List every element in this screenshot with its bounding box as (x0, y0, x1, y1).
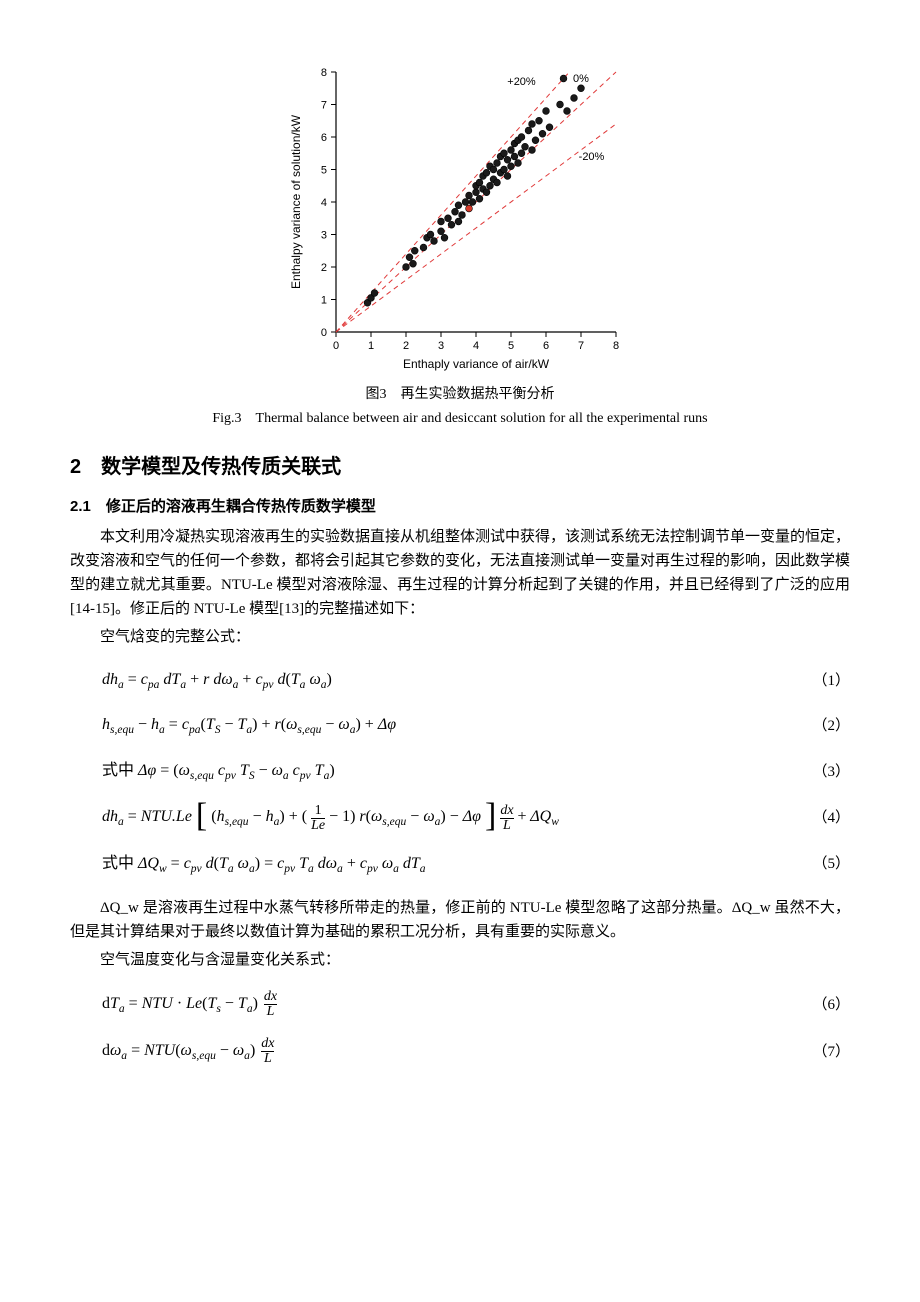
eq2-num: （2） (790, 714, 850, 738)
eq3-num: （3） (790, 760, 850, 784)
svg-text:5: 5 (508, 340, 514, 352)
eq1-num: （1） (790, 669, 850, 693)
equation-3: 式中 Δφ = (ωs,equ cpv TS − ωa cpv Ta) （3） (70, 758, 850, 786)
eq1-formula: dha = cpa dTa + r dωa + cpv d(Ta ωa) (70, 667, 790, 695)
eq5-formula: 式中 ΔQw = cpv d(Ta ωa) = cpv Ta dωa + cpv… (70, 851, 790, 879)
svg-text:0: 0 (321, 327, 327, 339)
equation-2: hs,equ − ha = cpa(TS − Ta) + r(ωs,equ − … (70, 712, 850, 740)
equation-4: dha = NTU.Le [ (hs,equ − ha) + ( 1 Le − … (70, 804, 850, 833)
svg-text:2: 2 (403, 340, 409, 352)
eq3-formula: 式中 Δφ = (ωs,equ cpv TS − ωa cpv Ta) (70, 758, 790, 786)
paragraph-2: 空气焓变的完整公式： (70, 625, 850, 649)
svg-text:+20%: +20% (507, 76, 536, 88)
equation-1: dha = cpa dTa + r dωa + cpv d(Ta ωa) （1） (70, 667, 850, 695)
svg-text:4: 4 (473, 340, 479, 352)
svg-text:3: 3 (321, 230, 327, 242)
eq4-num: （4） (790, 806, 850, 830)
equation-5: 式中 ΔQw = cpv d(Ta ωa) = cpv Ta dωa + cpv… (70, 851, 850, 879)
paragraph-3: ΔQ_w 是溶液再生过程中水蒸气转移所带走的热量，修正前的 NTU-Le 模型忽… (70, 896, 850, 944)
svg-text:6: 6 (543, 340, 549, 352)
figure-caption-en: Fig.3 Thermal balance between air and de… (70, 408, 850, 430)
svg-text:4: 4 (321, 197, 327, 209)
svg-text:Enthalpy variance of solution/: Enthalpy variance of solution/kW (289, 114, 303, 289)
section-num: 2 (70, 456, 81, 478)
paragraph-1: 本文利用冷凝热实现溶液再生的实验数据直接从机组整体测试中获得，该测试系统无法控制… (70, 525, 850, 621)
svg-text:1: 1 (321, 295, 327, 307)
svg-text:7: 7 (578, 340, 584, 352)
svg-text:0: 0 (333, 340, 339, 352)
svg-text:8: 8 (613, 340, 619, 352)
svg-text:-20%: -20% (579, 151, 605, 163)
eq6-num: （6） (790, 993, 850, 1017)
subsection-title: 修正后的溶液再生耦合传热传质数学模型 (106, 498, 376, 515)
svg-text:7: 7 (321, 100, 327, 112)
eq4-formula: dha = NTU.Le [ (hs,equ − ha) + ( 1 Le − … (70, 804, 790, 833)
section-heading: 2 数学模型及传热传质关联式 (70, 451, 850, 483)
svg-text:8: 8 (321, 67, 327, 79)
chart-svg: 0 1 2 3 4 5 6 7 8 0 1 2 3 4 5 6 7 8 Enthaply variance of a… (280, 60, 640, 380)
eq2-formula: hs,equ − ha = cpa(TS − Ta) + r(ωs,equ − … (70, 712, 790, 740)
eq5-num: （5） (790, 852, 850, 876)
svg-text:2: 2 (321, 262, 327, 274)
equation-6: dTa = NTU · Le(Ts − Ta) dx L （6） (70, 990, 850, 1019)
svg-text:1: 1 (368, 340, 374, 352)
eq7-num: （7） (790, 1040, 850, 1064)
subsection-num: 2.1 (70, 498, 91, 515)
equation-7: dωa = NTU(ωs,equ − ωa) dx L （7） (70, 1037, 850, 1066)
svg-text:Enthaply variance of air/kW: Enthaply variance of air/kW (403, 357, 550, 371)
figure-caption-cn: 图3 再生实验数据热平衡分析 (70, 384, 850, 406)
eq6-formula: dTa = NTU · Le(Ts − Ta) dx L (70, 990, 790, 1019)
svg-text:0%: 0% (573, 73, 589, 85)
svg-text:6: 6 (321, 132, 327, 144)
svg-text:3: 3 (438, 340, 444, 352)
subsection-heading: 2.1 修正后的溶液再生耦合传热传质数学模型 (70, 495, 850, 519)
paragraph-4: 空气温度变化与含湿量变化关系式： (70, 948, 850, 972)
svg-text:5: 5 (321, 165, 327, 177)
eq7-formula: dωa = NTU(ωs,equ − ωa) dx L (70, 1037, 790, 1066)
scatter-chart: 0 1 2 3 4 5 6 7 8 0 1 2 3 4 5 6 7 8 Enthaply variance of a… (70, 60, 850, 380)
section-title: 数学模型及传热传质关联式 (101, 456, 341, 478)
